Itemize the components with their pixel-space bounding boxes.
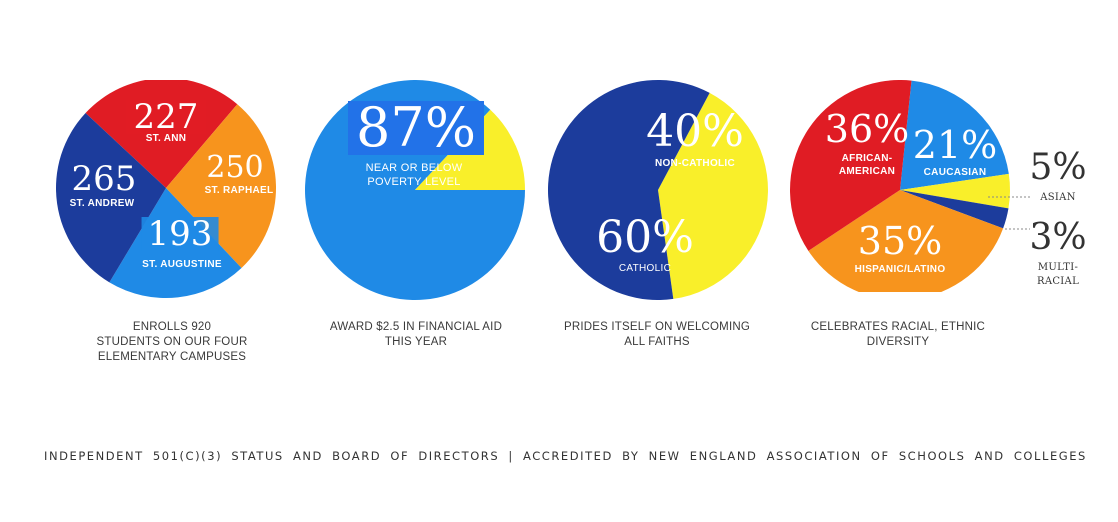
pie-3-slice-catholic	[548, 80, 710, 300]
caucasian-value: 21%	[912, 123, 998, 167]
pie-4-slice-asian	[900, 173, 1010, 209]
poverty-label-line1: NEAR OR BELOW	[365, 162, 463, 174]
caption-faiths-line2: ALL FAITHS	[624, 335, 690, 348]
multi-racial-value: 3%	[1029, 217, 1087, 258]
multi-racial-label-line1: MULTI-	[1037, 262, 1079, 273]
pie-4-slice-african-american	[790, 80, 912, 251]
poverty-value: 87%	[347, 101, 485, 155]
caption-enrollment-line3: ELEMENTARY CAMPUSES	[97, 350, 247, 363]
catholic-label: CATHOLIC	[618, 263, 672, 274]
catholic-value: 60%	[596, 212, 694, 263]
multi-racial-label-line2: RACIAL	[1036, 276, 1080, 287]
caption-faiths: PRIDES ITSELF ON WELCOMING ALL FAITHS	[542, 320, 772, 350]
non-catholic-value: 40%	[646, 106, 744, 157]
pie-4-slice-multi-racial	[900, 190, 1009, 229]
st-raphael-label: ST. RAPHAEL	[204, 185, 274, 196]
caption-financial-aid-line2: THIS YEAR	[384, 335, 448, 348]
st-andrew-value: 265	[71, 159, 137, 199]
st-ann-value: 227	[125, 100, 207, 134]
non-catholic-label: NON-CATHOLIC	[654, 158, 736, 169]
st-ann-label: ST. ANN	[145, 133, 187, 144]
african-american-value: 36%	[824, 107, 910, 151]
pie-diversity	[790, 80, 1010, 292]
infographic-pies: 227 ST. ANN 250 ST. RAPHAEL 265 ST. ANDR…	[55, 80, 1087, 300]
pie-faiths	[548, 80, 768, 300]
pie-4-slice-caucasian	[900, 80, 1009, 190]
footer-accreditation: INDEPENDENT 501(C)(3) STATUS AND BOARD O…	[44, 449, 1087, 463]
caption-diversity: CELEBRATES RACIAL, ETHNIC DIVERSITY	[783, 320, 1013, 350]
leader-lines	[988, 196, 1030, 230]
hispanic-latino-value: 35%	[857, 219, 943, 263]
st-raphael-value: 250	[206, 150, 264, 185]
caption-financial-aid-line1: AWARD $2.5 IN FINANCIAL AID	[329, 321, 503, 333]
asian-value: 5%	[1029, 147, 1087, 188]
st-andrew-label: ST. ANDREW	[69, 198, 135, 209]
hispanic-latino-label: HISPANIC/LATINO	[854, 264, 946, 275]
pie-1-slice-st-andrew	[55, 112, 166, 283]
caption-diversity-line2: DIVERSITY	[866, 335, 930, 348]
caption-financial-aid: AWARD $2.5 IN FINANCIAL AID THIS YEAR	[301, 320, 531, 350]
african-american-label-line1: AFRICAN-	[841, 153, 893, 164]
pie-4-slice-hispanic-latino	[808, 190, 1004, 292]
pie-3-slice-non-catholic	[658, 92, 768, 299]
st-augustine-label: ST. AUGUSTINE	[142, 259, 222, 270]
caucasian-label: CAUCASIAN	[923, 167, 987, 178]
pie-1-slice-st-raphael	[166, 104, 276, 268]
caption-enrollment: ENROLLS 920 STUDENTS ON OUR FOUR ELEMENT…	[57, 320, 287, 365]
asian-label: ASIAN	[1040, 192, 1076, 203]
st-augustine-value: 193	[141, 217, 219, 251]
poverty-label-line2: POVERTY LEVEL	[367, 176, 461, 188]
caption-faiths-line1: PRIDES ITSELF ON WELCOMING	[563, 321, 751, 333]
caption-enrollment-line1: ENROLLS 920	[132, 321, 212, 333]
african-american-label-line2: AMERICAN	[838, 166, 896, 177]
caption-diversity-line1: CELEBRATES RACIAL, ETHNIC	[810, 321, 986, 333]
caption-enrollment-line2: STUDENTS ON OUR FOUR	[96, 335, 248, 348]
